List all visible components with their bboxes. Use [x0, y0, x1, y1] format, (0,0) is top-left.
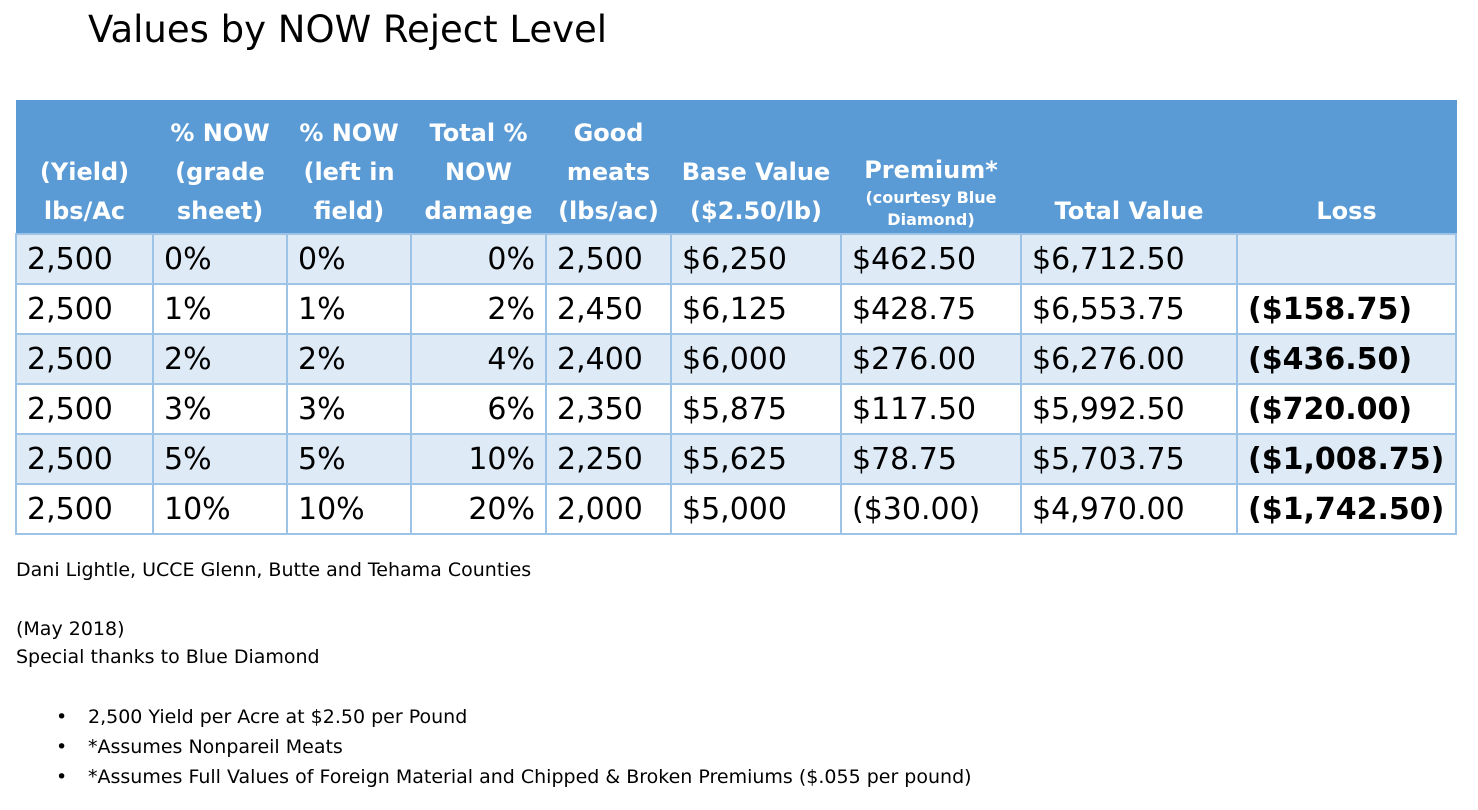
- page-title: Values by NOW Reject Level: [88, 8, 608, 51]
- good-meats-cell: 2,350: [545, 383, 672, 435]
- bullet-icon: •: [56, 706, 68, 728]
- header-now-left-in-field: % NOW (left in field): [286, 100, 412, 234]
- total-value-cell: $5,703.75: [1020, 433, 1238, 485]
- bullet-icon: •: [56, 766, 68, 788]
- date-note: (May 2018): [16, 618, 125, 640]
- base-value-cell: $5,875: [670, 383, 842, 435]
- base-value-cell: $5,625: [670, 433, 842, 485]
- now-grade-cell: 3%: [152, 383, 288, 435]
- now-grade-cell: 0%: [152, 233, 288, 285]
- table-row: 2,500 1% 1% 2% 2,450 $6,125 $428.75 $6,553.75 ($…: [15, 283, 1457, 335]
- now-field-cell: 2%: [286, 333, 412, 385]
- good-meats-cell: 2,450: [545, 283, 672, 335]
- header-now-grade-sheet: % NOW (grade sheet): [152, 100, 288, 234]
- bullet-icon: •: [56, 736, 68, 758]
- total-value-cell: $6,712.50: [1020, 233, 1238, 285]
- loss-cell: ($436.50): [1236, 333, 1457, 385]
- loss-cell: ($720.00): [1236, 383, 1457, 435]
- good-meats-cell: 2,400: [545, 333, 672, 385]
- premium-cell: $78.75: [840, 433, 1022, 485]
- premium-cell: $428.75: [840, 283, 1022, 335]
- total-damage-cell: 10%: [410, 433, 547, 485]
- good-meats-cell: 2,000: [545, 483, 672, 535]
- now-grade-cell: 2%: [152, 333, 288, 385]
- list-item: • *Assumes Nonpareil Meats: [16, 732, 972, 762]
- list-item: • *Assumes Full Values of Foreign Materia…: [16, 762, 972, 792]
- loss-cell: ($1,742.50): [1236, 483, 1457, 535]
- yield-cell: 2,500: [15, 233, 154, 285]
- premium-cell: ($30.00): [840, 483, 1022, 535]
- total-value-cell: $6,553.75: [1020, 283, 1238, 335]
- table-header-row: (Yield) lbs/Ac % NOW (grade sheet) % NOW…: [15, 100, 1457, 234]
- base-value-cell: $6,125: [670, 283, 842, 335]
- values-table: (Yield) lbs/Ac % NOW (grade sheet) % NOW…: [15, 100, 1457, 535]
- now-grade-cell: 1%: [152, 283, 288, 335]
- loss-cell: ($1,008.75): [1236, 433, 1457, 485]
- yield-cell: 2,500: [15, 383, 154, 435]
- total-value-cell: $5,992.50: [1020, 383, 1238, 435]
- thanks-note: Special thanks to Blue Diamond: [16, 646, 320, 668]
- table-row: 2,500 2% 2% 4% 2,400 $6,000 $276.00 $6,276.00 ($…: [15, 333, 1457, 385]
- total-damage-cell: 4%: [410, 333, 547, 385]
- header-yield: (Yield) lbs/Ac: [15, 100, 154, 234]
- total-damage-cell: 6%: [410, 383, 547, 435]
- now-grade-cell: 5%: [152, 433, 288, 485]
- loss-cell: ($158.75): [1236, 283, 1457, 335]
- total-damage-cell: 20%: [410, 483, 547, 535]
- total-damage-cell: 2%: [410, 283, 547, 335]
- header-good-meats: Good meats (lbs/ac): [545, 100, 672, 234]
- premium-cell: $117.50: [840, 383, 1022, 435]
- header-base-value: Base Value ($2.50/lb): [670, 100, 842, 234]
- premium-cell: $462.50: [840, 233, 1022, 285]
- total-damage-cell: 0%: [410, 233, 547, 285]
- base-value-cell: $6,000: [670, 333, 842, 385]
- loss-cell: [1236, 233, 1457, 285]
- author-note: Dani Lightle, UCCE Glenn, Butte and Teha…: [16, 559, 532, 581]
- assumptions-list: • 2,500 Yield per Acre at $2.50 per Pound…: [16, 702, 972, 792]
- table-row: 2,500 0% 0% 0% 2,500 $6,250 $462.50 $6,712.50: [15, 233, 1457, 285]
- yield-cell: 2,500: [15, 483, 154, 535]
- table-row: 2,500 3% 3% 6% 2,350 $5,875 $117.50 $5,992.50 ($…: [15, 383, 1457, 435]
- header-total-value: Total Value: [1020, 100, 1238, 234]
- good-meats-cell: 2,250: [545, 433, 672, 485]
- base-value-cell: $5,000: [670, 483, 842, 535]
- now-field-cell: 5%: [286, 433, 412, 485]
- header-total-now-damage: Total % NOW damage: [410, 100, 547, 234]
- yield-cell: 2,500: [15, 283, 154, 335]
- base-value-cell: $6,250: [670, 233, 842, 285]
- now-field-cell: 3%: [286, 383, 412, 435]
- list-item: • 2,500 Yield per Acre at $2.50 per Pound: [16, 702, 972, 732]
- header-premium: Premium* (courtesy Blue Diamond): [840, 100, 1022, 234]
- yield-cell: 2,500: [15, 333, 154, 385]
- table-row: 2,500 10% 10% 20% 2,000 $5,000 ($30.00) $4,970.…: [15, 483, 1457, 535]
- now-field-cell: 0%: [286, 233, 412, 285]
- table-row: 2,500 5% 5% 10% 2,250 $5,625 $78.75 $5,703.75 ($…: [15, 433, 1457, 485]
- now-grade-cell: 10%: [152, 483, 288, 535]
- total-value-cell: $6,276.00: [1020, 333, 1238, 385]
- yield-cell: 2,500: [15, 433, 154, 485]
- total-value-cell: $4,970.00: [1020, 483, 1238, 535]
- header-loss: Loss: [1236, 100, 1457, 234]
- now-field-cell: 1%: [286, 283, 412, 335]
- good-meats-cell: 2,500: [545, 233, 672, 285]
- now-field-cell: 10%: [286, 483, 412, 535]
- premium-cell: $276.00: [840, 333, 1022, 385]
